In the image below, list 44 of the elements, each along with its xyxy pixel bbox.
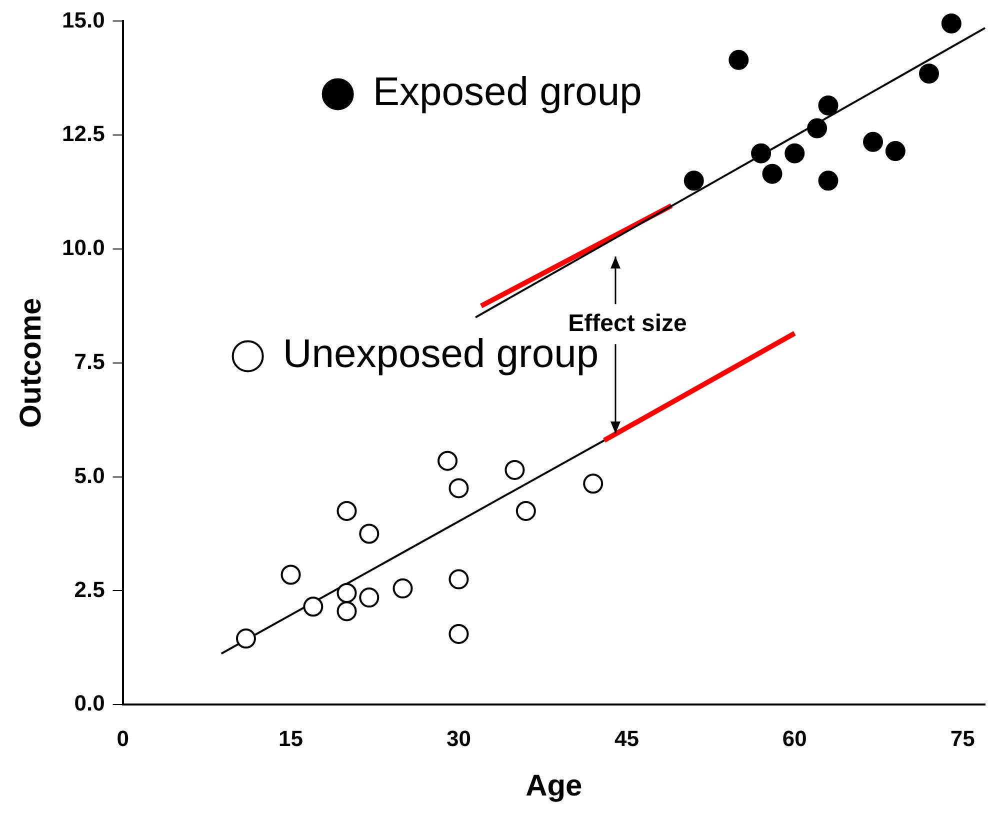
point bbox=[448, 478, 469, 498]
point bbox=[784, 143, 805, 164]
x-tick-label: 30 bbox=[446, 726, 471, 751]
point bbox=[359, 588, 380, 608]
point bbox=[728, 50, 749, 70]
point bbox=[863, 132, 884, 152]
point bbox=[516, 500, 536, 521]
x-tick-label: 0 bbox=[116, 726, 129, 751]
y-tick-label: 5.0 bbox=[74, 462, 105, 488]
point bbox=[751, 143, 772, 164]
point bbox=[684, 170, 704, 191]
y-tick-label: 15.0 bbox=[62, 7, 105, 32]
point bbox=[941, 13, 962, 34]
point bbox=[504, 460, 525, 480]
x-axis-title: Age bbox=[526, 769, 582, 802]
x-tick-label: 60 bbox=[782, 726, 807, 751]
point bbox=[448, 624, 469, 644]
point bbox=[336, 601, 357, 622]
point bbox=[807, 118, 828, 138]
point bbox=[280, 564, 301, 585]
point bbox=[392, 578, 413, 598]
point bbox=[818, 170, 838, 191]
x-tick-label: 75 bbox=[950, 726, 975, 751]
x-tick-label: 15 bbox=[278, 726, 304, 751]
y-tick-label: 2.5 bbox=[74, 576, 105, 602]
point bbox=[438, 450, 458, 471]
point bbox=[762, 164, 782, 184]
point bbox=[818, 95, 838, 116]
y-tick-label: 12.5 bbox=[62, 121, 105, 146]
y-tick-label: 0.0 bbox=[74, 690, 105, 716]
point bbox=[448, 569, 469, 590]
point bbox=[583, 474, 604, 494]
point bbox=[336, 500, 357, 521]
legend-label: Exposed group bbox=[372, 70, 642, 114]
point bbox=[336, 582, 357, 603]
y-tick-label: 10.0 bbox=[62, 235, 105, 260]
point bbox=[885, 141, 906, 162]
point bbox=[919, 64, 940, 84]
point bbox=[236, 628, 256, 649]
y-axis-title: Outcome bbox=[14, 298, 48, 428]
x-tick-label: 45 bbox=[614, 726, 639, 751]
point bbox=[359, 524, 380, 544]
y-tick-label: 7.5 bbox=[74, 348, 105, 374]
point bbox=[303, 596, 324, 617]
